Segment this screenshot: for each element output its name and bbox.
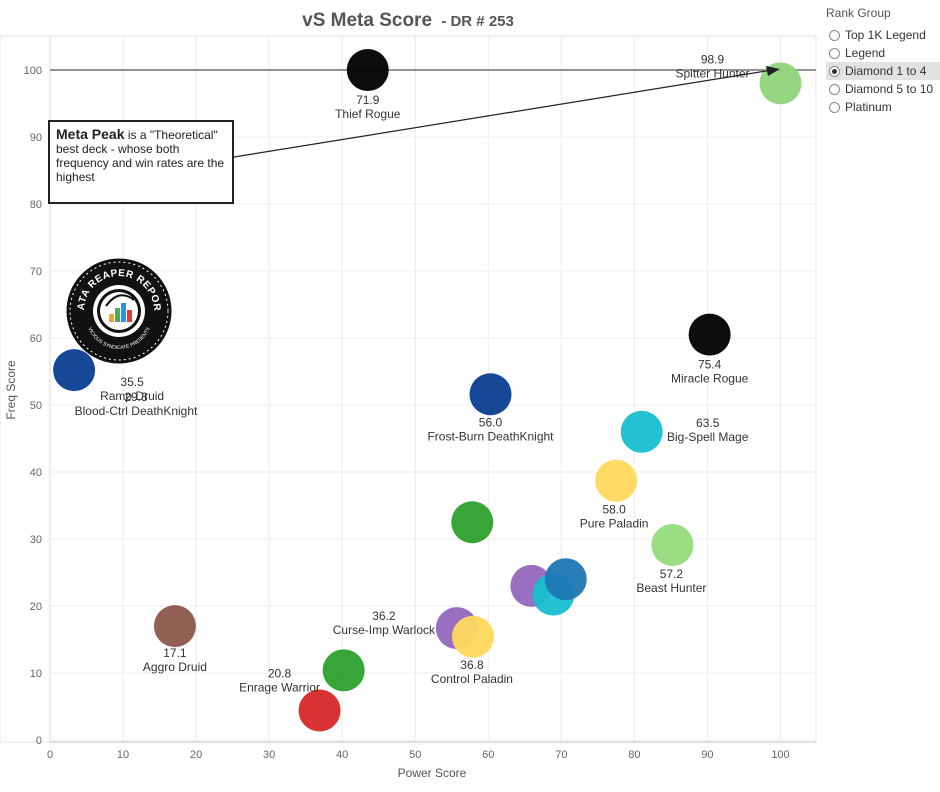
y-axis-title: Freq Score xyxy=(4,360,18,420)
point-name-label: Big-Spell Mage xyxy=(667,430,749,444)
radio-selected-icon xyxy=(829,65,840,77)
point-score-label: 20.8 xyxy=(268,667,292,681)
point-score-label: 98.9 xyxy=(701,52,725,66)
deck-point[interactable] xyxy=(451,615,494,658)
deck-point[interactable] xyxy=(651,524,694,567)
annotation-bold: Meta Peak xyxy=(56,126,125,142)
legend-title: Rank Group xyxy=(826,6,891,20)
x-tick-label: 80 xyxy=(628,749,640,761)
y-tick-label: 10 xyxy=(30,668,42,680)
point-score-label: 71.9 xyxy=(356,93,380,107)
rank-option-diamond-1-to-4[interactable]: Diamond 1 to 4 xyxy=(826,62,940,80)
deck-point[interactable] xyxy=(153,605,196,648)
point-score-label: 58.0 xyxy=(602,503,626,517)
rank-option-label: Platinum xyxy=(845,100,892,114)
x-tick-label: 50 xyxy=(409,749,421,761)
annotation-arrow xyxy=(227,66,780,159)
deck-point[interactable] xyxy=(469,373,512,416)
x-tick-label: 60 xyxy=(482,749,494,761)
deck-point[interactable] xyxy=(688,313,731,356)
rank-option-platinum[interactable]: Platinum xyxy=(826,98,940,116)
rank-group-legend: Rank Group Top 1K Legend Legend Diamond … xyxy=(826,6,940,116)
radio-icon xyxy=(829,47,840,59)
point-score-label: 56.0 xyxy=(479,415,503,429)
y-tick-label: 40 xyxy=(30,467,42,479)
x-tick-label: 20 xyxy=(190,749,202,761)
y-tick-label: 0 xyxy=(36,735,42,747)
point-score-label: 36.8 xyxy=(460,658,484,672)
rank-option-legend[interactable]: Legend xyxy=(826,44,940,62)
rank-option-label: Diamond 1 to 4 xyxy=(845,64,927,78)
rank-option-label: Diamond 5 to 10 xyxy=(845,82,934,96)
point-score-label: 75.4 xyxy=(698,358,722,372)
rank-option-label: Legend xyxy=(845,46,886,60)
chart-title: vS Meta Score - DR # 253 xyxy=(0,10,816,32)
x-tick-label: 10 xyxy=(117,749,129,761)
point-score-label: 36.2 xyxy=(372,609,396,623)
point-name-label: Blood-Ctrl DeathKnight xyxy=(75,404,198,418)
deck-point[interactable] xyxy=(298,689,341,732)
y-tick-label: 80 xyxy=(30,199,42,211)
point-name-label: Aggro Druid xyxy=(143,660,207,674)
y-tick-label: 60 xyxy=(30,333,42,345)
radio-icon xyxy=(829,29,840,41)
point-name-label: Thief Rogue xyxy=(335,107,401,121)
axes: 0 10 20 30 40 50 60 70 80 90 100 0 10 20 30 40 50 60 70 80 9… xyxy=(4,36,816,780)
point-score-label: 63.5 xyxy=(696,416,720,430)
x-tick-label: 90 xyxy=(701,749,713,761)
deck-point[interactable] xyxy=(346,49,389,91)
x-tick-label: 100 xyxy=(771,749,789,761)
y-tick-label: 100 xyxy=(24,65,42,77)
y-tick-label: 90 xyxy=(30,132,42,144)
point-name-label: Ramp Druid xyxy=(100,389,164,403)
point-name-label: Frost-Burn DeathKnight xyxy=(427,429,554,443)
annotation-text: is a "Theoretical" best deck - whose bot… xyxy=(56,128,225,184)
point-name-label: Beast Hunter xyxy=(636,581,706,595)
rank-option-diamond-5-to-10[interactable]: Diamond 5 to 10 xyxy=(826,80,940,98)
deck-point[interactable] xyxy=(620,410,663,453)
point-score-label: 29.3 xyxy=(124,390,148,404)
point-name-label: Spitter Hunter xyxy=(675,66,749,80)
data-reaper-logo: DATA REAPER REPORT VICIOUS SYNDICATE PRE… xyxy=(62,250,172,364)
y-tick-label: 70 xyxy=(30,266,42,278)
deck-point[interactable] xyxy=(53,349,96,392)
arrow-head-icon xyxy=(766,66,780,76)
x-tick-label: 0 xyxy=(47,749,53,761)
point-name-label: Curse-Imp Warlock xyxy=(333,623,436,637)
point-name-label: Enrage Warrior xyxy=(239,681,320,695)
x-tick-label: 30 xyxy=(263,749,275,761)
y-tick-label: 30 xyxy=(30,534,42,546)
point-name-label: Miracle Rogue xyxy=(671,372,749,386)
y-tick-label: 20 xyxy=(30,601,42,613)
points-layer xyxy=(53,49,802,732)
meta-peak-annotation: Meta Peak is a "Theoretical" best deck -… xyxy=(48,120,234,204)
x-axis-title: Power Score xyxy=(398,766,467,780)
radio-icon xyxy=(829,101,840,113)
point-score-label: 57.2 xyxy=(660,567,684,581)
point-name-label: Control Paladin xyxy=(431,672,513,686)
point-name-label: Pure Paladin xyxy=(580,517,649,531)
rank-option-label: Top 1K Legend xyxy=(845,28,926,42)
arrow-line xyxy=(227,69,773,159)
deck-point[interactable] xyxy=(595,459,638,502)
title-sub: - DR # 253 xyxy=(441,13,514,30)
radio-icon xyxy=(829,83,840,95)
y-tick-label: 50 xyxy=(30,400,42,412)
point-score-label: 35.5 xyxy=(120,375,144,389)
rank-option-top-1k-legend[interactable]: Top 1K Legend xyxy=(826,26,940,44)
x-tick-label: 70 xyxy=(555,749,567,761)
x-tick-label: 40 xyxy=(336,749,348,761)
deck-point[interactable] xyxy=(451,501,494,544)
point-score-label: 17.1 xyxy=(163,646,187,660)
deck-point[interactable] xyxy=(759,62,802,105)
deck-point[interactable] xyxy=(544,558,587,601)
deck-point[interactable] xyxy=(322,649,365,692)
logo-graphic: DATA REAPER REPORT VICIOUS SYNDICATE PRE… xyxy=(62,250,172,364)
title-main: vS Meta Score xyxy=(302,10,433,31)
